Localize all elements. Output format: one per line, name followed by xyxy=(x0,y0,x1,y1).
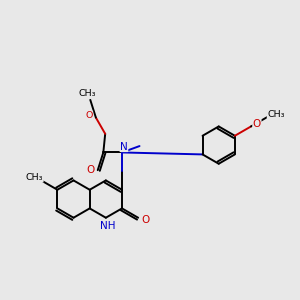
Text: CH₃: CH₃ xyxy=(267,110,285,119)
Text: O: O xyxy=(253,119,261,130)
Text: NH: NH xyxy=(100,220,116,231)
Text: O: O xyxy=(85,111,93,120)
Text: N: N xyxy=(120,142,128,152)
Text: CH₃: CH₃ xyxy=(26,173,43,182)
Text: O: O xyxy=(142,215,150,225)
Text: CH₃: CH₃ xyxy=(79,89,96,98)
Text: O: O xyxy=(87,165,95,175)
